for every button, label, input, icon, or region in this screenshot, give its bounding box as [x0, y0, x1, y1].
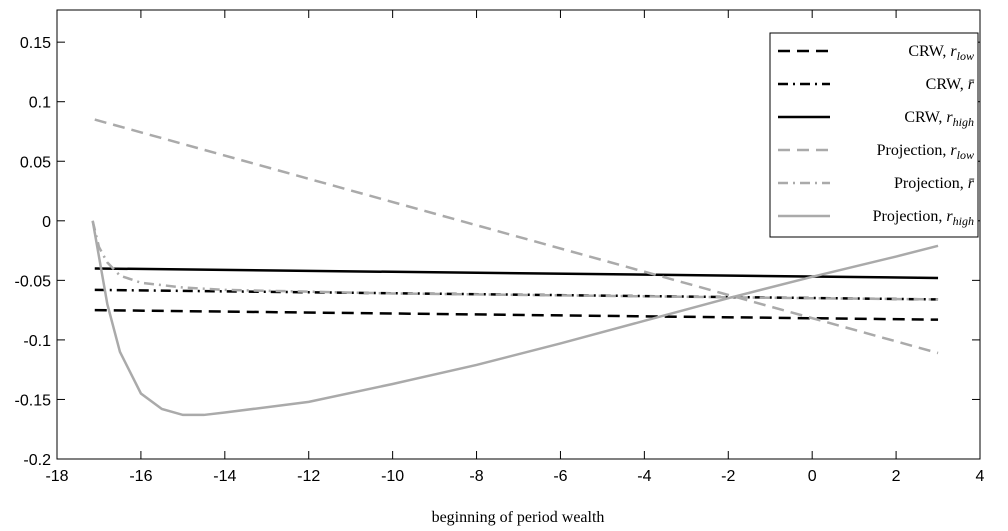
line — [91, 220, 939, 417]
line — [94, 118, 939, 355]
x-tick-label: 4 — [976, 468, 985, 485]
legend-box — [769, 32, 979, 238]
legend-label: Projection, rhigh — [873, 208, 974, 228]
y-tick-label: 0.05 — [20, 154, 51, 171]
x-tick-label: -14 — [213, 468, 236, 485]
legend-label: CRW, rhigh — [904, 109, 974, 129]
x-axis-label: beginning of period wealth — [432, 509, 605, 526]
legend-label: CRW, rlow — [908, 43, 974, 63]
x-tick-label: -10 — [381, 468, 404, 485]
x-tick-label: -4 — [637, 468, 651, 485]
legend-label: CRW, r̄ — [926, 76, 975, 93]
y-tick-label: -0.15 — [15, 392, 52, 409]
x-tick-label: -16 — [129, 468, 152, 485]
x-tick-label: 0 — [808, 468, 817, 485]
x-tick-label: -8 — [469, 468, 483, 485]
x-tick-label: 2 — [892, 468, 901, 485]
y-tick-label: -0.2 — [23, 452, 51, 469]
y-tick-label: 0.15 — [20, 35, 51, 52]
y-tick-label: 0.1 — [29, 95, 51, 112]
legend-label: Projection, r̄ — [894, 175, 975, 192]
line — [91, 220, 939, 301]
x-tick-label: -6 — [553, 468, 567, 485]
line — [94, 267, 939, 280]
x-tick-label: -12 — [297, 468, 320, 485]
y-tick-label: -0.05 — [15, 273, 52, 290]
line — [94, 308, 939, 321]
line — [94, 288, 939, 301]
x-tick-label: -18 — [45, 468, 68, 485]
legend-label: Projection, rlow — [877, 142, 974, 162]
y-tick-label: -0.1 — [23, 333, 51, 350]
x-tick-label: -2 — [721, 468, 735, 485]
y-tick-label: 0 — [42, 214, 51, 231]
plot-frame — [56, 9, 981, 460]
